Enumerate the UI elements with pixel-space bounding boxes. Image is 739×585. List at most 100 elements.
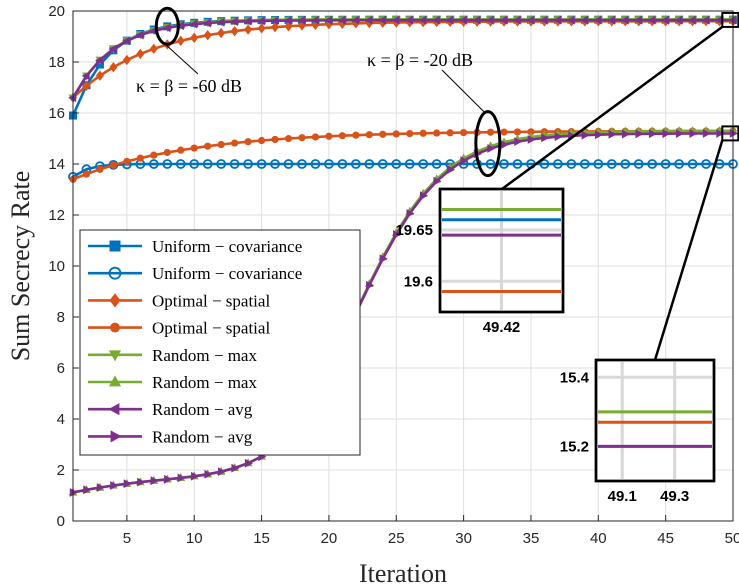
diamond-marker xyxy=(271,21,280,33)
dot-marker xyxy=(406,129,414,138)
triangle-left-marker xyxy=(566,15,575,25)
y-tick-label: 6 xyxy=(57,360,65,377)
triangle-right-marker xyxy=(393,230,402,239)
dot-marker xyxy=(352,131,360,139)
diamond-marker xyxy=(122,54,131,66)
triangle-right-marker xyxy=(379,254,388,264)
axis-ticks: 0 2 4 6 8 10 12 14 16 18 20 5 10 15 20 25 30 35 40 45 50 xyxy=(48,3,739,547)
circle-marker xyxy=(337,159,348,169)
circle-marker xyxy=(552,159,563,169)
legend-entry: Random − avg xyxy=(88,400,253,419)
triangle-right-marker xyxy=(527,135,536,144)
triangle-right-marker xyxy=(406,209,415,218)
inset-connector xyxy=(501,25,724,191)
x-axis-label: Iteration xyxy=(359,559,447,585)
dot-marker xyxy=(284,134,293,143)
triangle-left-marker xyxy=(108,44,117,54)
legend-label: Random − avg xyxy=(152,400,253,419)
annotations: κ = β = -60 dB κ = β = -20 dB xyxy=(136,6,502,178)
triangle-left-marker xyxy=(526,15,535,25)
x-tick-label: 35 xyxy=(523,530,540,547)
triangle-left-marker xyxy=(256,16,265,26)
circle-marker xyxy=(593,159,604,169)
triangle-right-marker xyxy=(595,130,604,140)
circle-marker xyxy=(243,159,254,169)
legend-entry: Uniform − covariance xyxy=(88,264,302,283)
triangle-right-marker xyxy=(150,476,159,486)
triangle-right-marker xyxy=(420,191,429,201)
circle-marker xyxy=(418,159,429,169)
triangle-right-marker xyxy=(662,129,671,139)
y-axis-label: Sum Secrecy Rate xyxy=(6,171,35,362)
triangle-left-marker xyxy=(81,71,90,81)
dot-marker xyxy=(109,161,118,169)
triangle-left-marker xyxy=(229,17,238,27)
diamond-marker xyxy=(257,23,266,34)
triangle-left-marker xyxy=(647,15,656,25)
triangle-left-marker xyxy=(674,15,683,25)
diamond-marker xyxy=(217,27,226,39)
circle-marker xyxy=(660,159,671,169)
triangle-left-marker xyxy=(553,15,562,25)
x-tick-label: 15 xyxy=(253,530,270,547)
circle-marker xyxy=(579,159,590,169)
triangle-left-marker xyxy=(189,19,198,29)
annotation-ellipse-60db xyxy=(154,6,180,46)
diamond-marker xyxy=(230,25,239,37)
diamond-marker xyxy=(190,32,199,43)
triangle-left-marker xyxy=(202,18,211,28)
y-tick-label: 0 xyxy=(57,513,65,530)
dot-marker xyxy=(446,129,454,137)
legend-entry: Optimal − spatial xyxy=(88,291,270,310)
triangle-right-marker xyxy=(164,474,173,484)
circle-marker xyxy=(633,159,644,169)
dot-marker xyxy=(204,142,212,150)
dot-marker xyxy=(325,132,333,140)
triangle-right-marker xyxy=(514,137,523,147)
x-tick-label: 30 xyxy=(455,530,472,547)
triangle-right-marker xyxy=(433,176,442,186)
triangle-left-marker xyxy=(660,15,669,25)
triangle-left-marker xyxy=(580,15,589,25)
series-1 xyxy=(68,159,738,182)
circle-marker xyxy=(391,159,402,169)
inset-y-tick-label: 19.65 xyxy=(395,222,433,239)
inset-0: 49.42 19.6 19.65 xyxy=(395,11,739,336)
triangle-right-marker xyxy=(675,129,684,138)
triangle-left-marker xyxy=(701,15,710,25)
triangle-right-marker xyxy=(177,473,186,483)
x-tick-label: 45 xyxy=(657,530,674,547)
circle-marker xyxy=(566,159,577,169)
y-tick-label: 10 xyxy=(48,258,65,275)
triangle-left-marker xyxy=(297,16,306,25)
triangle-right-marker xyxy=(716,129,725,138)
triangle-left-marker xyxy=(512,15,521,25)
triangle-right-marker xyxy=(366,280,375,290)
series-line xyxy=(72,162,733,178)
circle-marker xyxy=(324,159,334,169)
dot-marker xyxy=(96,165,104,173)
triangle-right-marker xyxy=(500,140,509,149)
x-tick-label: 40 xyxy=(590,530,607,547)
dot-marker xyxy=(150,151,158,159)
triangle-left-marker xyxy=(95,55,104,65)
x-tick-label: 25 xyxy=(388,530,405,547)
dot-marker xyxy=(163,148,171,157)
circle-marker xyxy=(620,159,631,169)
triangle-left-marker xyxy=(687,15,696,25)
triangle-left-marker xyxy=(162,23,171,33)
legend-label: Uniform − covariance xyxy=(152,264,302,283)
dot-marker xyxy=(298,134,306,142)
annotation-pointer-60db xyxy=(164,43,199,75)
triangle-right-marker xyxy=(689,129,698,138)
y-tick-label: 14 xyxy=(48,156,65,173)
triangle-left-marker xyxy=(337,15,346,25)
x-tick-label: 5 xyxy=(123,530,131,547)
y-tick-label: 18 xyxy=(48,54,65,71)
insets: 49.42 19.6 19.65 49.1 49.3 15.2 15.4 xyxy=(395,11,739,505)
triangle-left-marker xyxy=(620,15,629,25)
dot-marker xyxy=(231,139,239,147)
legend-label: Optimal − spatial xyxy=(152,291,270,310)
dot-marker xyxy=(271,135,279,144)
triangle-left-marker xyxy=(714,15,723,25)
